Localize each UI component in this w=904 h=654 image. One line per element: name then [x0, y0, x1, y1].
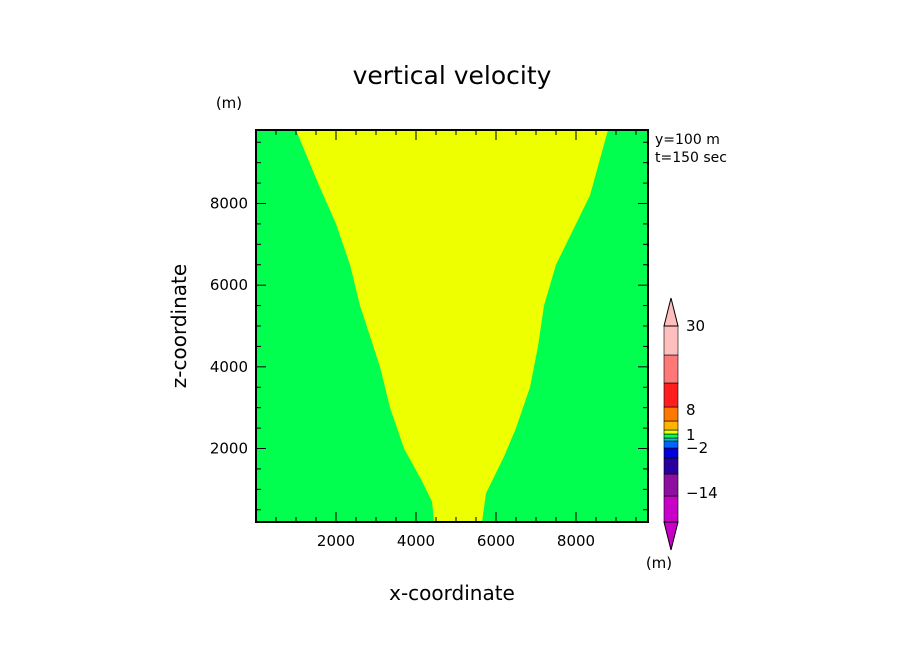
colorbar-band [663, 473, 679, 497]
colorbar-band [663, 447, 679, 459]
colorbar-label: 8 [686, 401, 696, 419]
region-plume-1 [296, 130, 608, 522]
colorbar-band [663, 406, 679, 422]
colorbar-label: 1 [686, 426, 696, 444]
colorbar-label: −2 [686, 439, 708, 457]
chart-title: vertical velocity [353, 61, 552, 90]
colorbar-band [663, 420, 679, 431]
colorbar-band [663, 437, 679, 442]
x-axis-label: x-coordinate [389, 581, 515, 605]
colorbar-band [663, 354, 679, 384]
x-tick-label: 6000 [477, 532, 515, 550]
x-tick-label: 4000 [397, 532, 435, 550]
y-axis-label: z-coordinate [167, 264, 191, 388]
annotation-t: t=150 sec [655, 150, 727, 166]
colorbar-band [663, 429, 679, 435]
colorbar-top-cap [663, 297, 679, 327]
colorbar-band [663, 457, 679, 475]
x-tick-label: 2000 [317, 532, 355, 550]
y-tick-label: 8000 [210, 195, 248, 213]
colorbar-band [663, 325, 679, 356]
y-tick-label: 6000 [210, 276, 248, 294]
x-tick-label: 8000 [557, 532, 595, 550]
annotation-y: y=100 m [655, 132, 720, 148]
colorbar-label: 30 [686, 317, 705, 335]
y-unit-label: (m) [216, 94, 242, 112]
colorbar-band [663, 382, 679, 408]
colorbar-label: −14 [686, 484, 718, 502]
colorbar-band [663, 440, 679, 449]
colorbar-unit-label: (m) [646, 554, 672, 572]
colorbar-band [663, 495, 679, 523]
colorbar-bottom-cap [663, 521, 679, 551]
y-tick-label: 4000 [210, 358, 248, 376]
colorbar-band [663, 433, 679, 439]
y-tick-label: 2000 [210, 440, 248, 458]
